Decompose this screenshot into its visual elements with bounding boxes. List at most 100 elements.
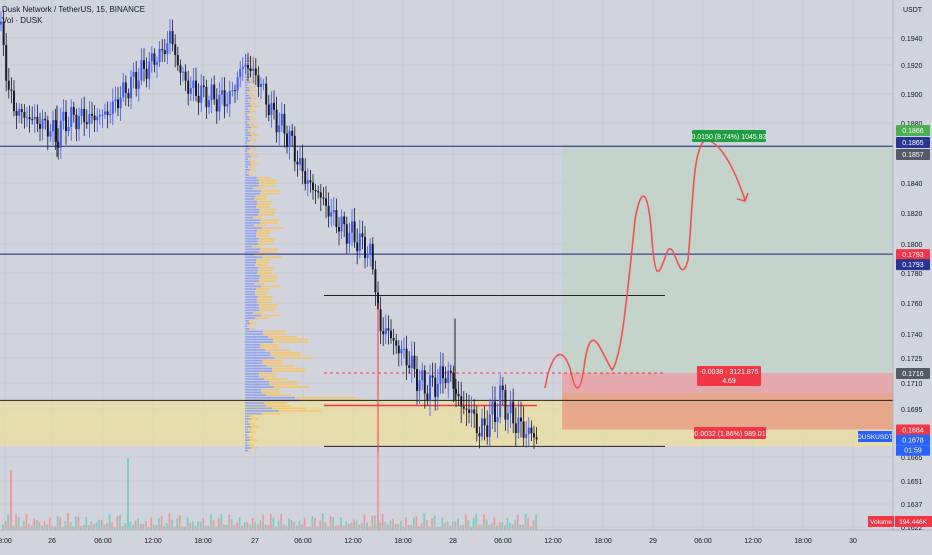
volume-bar: [165, 523, 168, 530]
time-tick-label: 06:00: [94, 538, 112, 545]
candle-body: [153, 53, 156, 65]
candle-body: [304, 171, 307, 184]
volume-profile-row: [259, 182, 276, 184]
candle-body: [148, 61, 151, 79]
volume-bar: [392, 518, 394, 530]
volume-profile-row: [245, 351, 270, 354]
volume-profile-row: [245, 200, 257, 203]
candle-body: [127, 92, 130, 99]
volume-bar: [306, 526, 309, 530]
candle-body: [26, 117, 28, 119]
volume-profile-row: [254, 282, 264, 285]
volume-profile-row: [249, 65, 254, 68]
candle-body: [169, 31, 171, 44]
volume-profile-row: [249, 444, 254, 447]
candle-body: [41, 118, 44, 129]
volume-bar: [267, 525, 270, 530]
volume-profile-row: [270, 354, 301, 357]
volume-profile-row: [245, 365, 267, 367]
volume-bar: [298, 520, 301, 530]
candle-body: [114, 99, 117, 102]
candle-body: [122, 82, 125, 98]
candle-body: [288, 130, 291, 147]
volume-profile-row: [245, 304, 259, 306]
volume-profile-row: [263, 330, 286, 333]
candle-body: [75, 114, 78, 130]
volume-profile-row: [250, 131, 255, 134]
volume-bar: [308, 526, 311, 530]
volume-profile-row: [249, 320, 253, 322]
volume-bar: [168, 513, 171, 530]
candle-body: [78, 116, 80, 130]
volume-profile-row: [260, 343, 279, 346]
candle-body: [410, 355, 413, 368]
volume-profile-row: [245, 97, 251, 100]
volume-profile-row: [245, 86, 249, 89]
volume-profile-row: [251, 447, 258, 449]
volume-profile-row: [255, 317, 268, 320]
candle-body: [223, 90, 226, 107]
candle-body: [234, 90, 236, 92]
volume-bar: [412, 517, 415, 530]
candle-body: [62, 111, 65, 121]
volume-profile-row: [251, 163, 259, 166]
volume-profile-row: [255, 290, 268, 293]
volume-bar: [212, 520, 215, 530]
volume-profile-row: [245, 108, 248, 110]
candle-body: [28, 117, 31, 120]
candle-body: [54, 120, 57, 142]
volume-bar: [210, 514, 212, 530]
volume-bar: [43, 520, 46, 530]
candle-body: [423, 370, 426, 394]
volume-profile-row: [249, 327, 254, 330]
candle-body: [426, 393, 429, 400]
volume-bar: [316, 526, 319, 530]
volume-profile-row: [258, 240, 274, 243]
projection-drawing[interactable]: [544, 139, 749, 389]
volume-profile-row: [257, 301, 271, 304]
volume-bar: [48, 517, 51, 530]
candle-body: [213, 84, 216, 100]
volume-profile-row: [245, 179, 259, 182]
volume-profile-row: [248, 137, 252, 139]
stop-zone-overlap: [562, 393, 893, 430]
volume-profile-row: [245, 327, 249, 330]
candle-body: [236, 77, 239, 91]
volume-profile-row: [259, 373, 276, 375]
volume-profile-row: [245, 115, 249, 118]
volume-bar: [264, 524, 267, 530]
candle-body: [111, 101, 114, 114]
volume-bar-spike: [127, 458, 129, 530]
volume-bar: [389, 520, 392, 530]
volume-bar: [121, 526, 124, 530]
candle-body: [462, 406, 465, 409]
symbol-title[interactable]: Dusk Network / TetherUS, 15, BINANCE: [2, 5, 146, 14]
volume-bar: [285, 525, 288, 530]
volume-profile-row: [245, 190, 261, 192]
candle-body: [306, 180, 309, 184]
volume-profile-row: [245, 184, 259, 187]
candle-body: [13, 90, 15, 112]
candle-body: [85, 122, 88, 125]
volume-bar: [41, 525, 43, 530]
candle-body: [390, 330, 392, 339]
candle-body: [434, 377, 437, 397]
long-position-tool[interactable]: [562, 144, 893, 430]
volume-profile-row: [245, 296, 258, 298]
volume-bar: [516, 514, 519, 530]
candle-body: [257, 75, 260, 87]
horizontal-lines[interactable]: [0, 145, 893, 447]
volume-profile-row: [245, 214, 258, 216]
volume-profile-row: [245, 404, 266, 407]
candle-body: [137, 80, 140, 89]
volume-profile-row: [245, 256, 262, 259]
volume-profile-row: [247, 121, 250, 123]
volume-indicator-label[interactable]: Vol · DUSK: [2, 16, 43, 25]
volume-profile-row: [247, 441, 250, 444]
volume-profile-row: [252, 245, 261, 248]
volume-bar: [358, 524, 361, 530]
volume-profile-row: [245, 367, 272, 370]
volume-profile-row: [245, 290, 255, 293]
